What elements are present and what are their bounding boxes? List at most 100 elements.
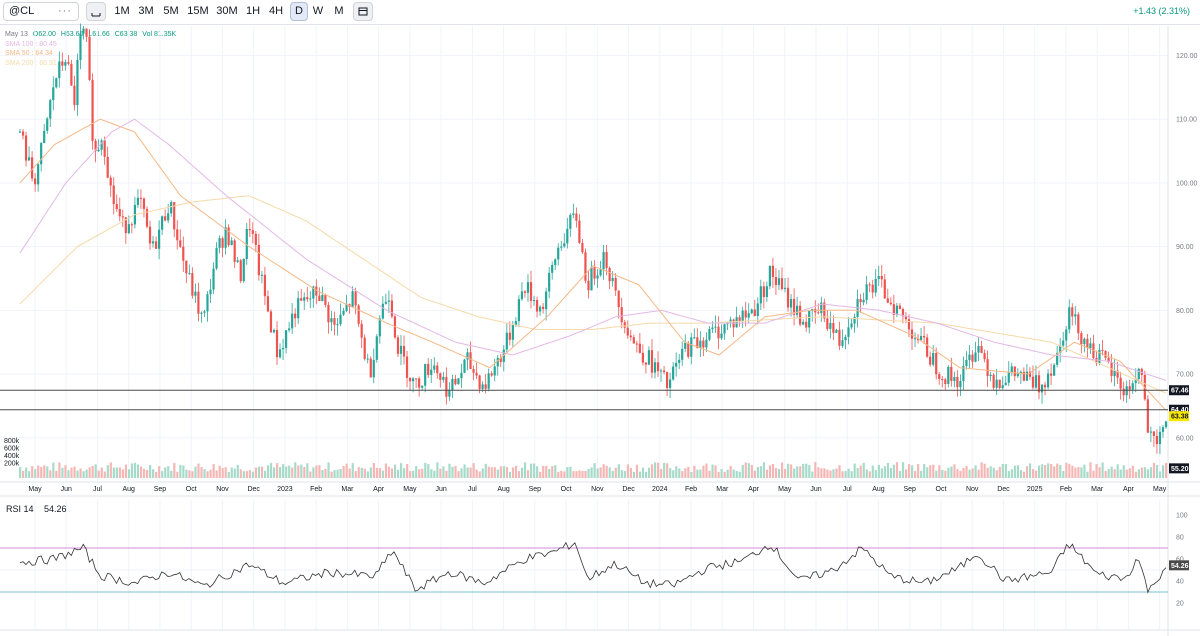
candle-body (124, 217, 127, 234)
volume-bar (889, 468, 893, 478)
candle-body (173, 202, 176, 230)
candle-body (448, 389, 451, 397)
volume-bar (430, 469, 433, 478)
volume-bar (563, 471, 566, 478)
candle-body (602, 251, 605, 270)
volume-bar (215, 470, 218, 478)
candle-body (629, 335, 632, 338)
candle-body (1104, 350, 1107, 358)
candle-body (148, 226, 152, 244)
candle-body (817, 312, 820, 314)
candle-body (312, 286, 315, 299)
candle-body (575, 213, 578, 221)
volume-bar (998, 466, 1001, 478)
candle-body (227, 227, 230, 246)
time-tick-label: Sep (529, 486, 542, 493)
candle-body (935, 352, 938, 375)
volume-tick-label: 800k (4, 438, 20, 445)
candle-body (251, 230, 254, 234)
candle-body (998, 379, 1001, 389)
volume-bar (551, 466, 554, 478)
interval-m-button[interactable]: M (334, 5, 344, 17)
time-tick-label: Feb (685, 486, 697, 493)
volume-bar (1010, 469, 1013, 478)
volume-bar (22, 470, 25, 478)
interval-1m-button[interactable]: 1M (114, 5, 130, 17)
volume-bar (1031, 469, 1035, 478)
candle-body (572, 213, 575, 215)
volume-bar (859, 465, 862, 478)
interval-d-button[interactable]: D (290, 2, 308, 21)
interval-30m-button[interactable]: 30M (216, 5, 238, 17)
candle-body (614, 277, 617, 291)
legend-sma50[interactable]: SMA 50 : 64.34 (5, 50, 53, 57)
volume-bar (974, 465, 977, 478)
volume-bar (133, 462, 137, 478)
volume-bar (629, 468, 632, 478)
volume-bar (832, 469, 835, 478)
volume-bar (378, 468, 382, 478)
time-tick-label: Sep (903, 486, 916, 493)
volume-bar (242, 471, 245, 478)
volume-bar (1074, 467, 1077, 478)
volume-bar (581, 470, 584, 478)
time-tick-label: Nov (591, 486, 604, 493)
volume-bar (508, 471, 512, 478)
candle-body (1155, 435, 1159, 444)
chart-type-button[interactable] (86, 2, 106, 21)
candle-body (672, 366, 675, 380)
interval-4h-button[interactable]: 4H (268, 5, 284, 17)
volume-bar (1143, 467, 1147, 478)
candle-body (678, 359, 681, 363)
volume-bar (406, 463, 409, 478)
candle-body (874, 278, 877, 293)
candle-body (805, 321, 808, 328)
symbol-search-input[interactable]: @CL ··· (3, 2, 79, 21)
price-tick-label: 80.00 (1176, 308, 1194, 315)
volume-bar (451, 466, 454, 478)
candle-body (992, 374, 995, 388)
candle-body (309, 298, 312, 300)
volume-bar (454, 465, 457, 478)
volume-bar (460, 468, 463, 478)
volume-bar (1001, 463, 1004, 478)
volume-bar (808, 465, 811, 478)
candle-body (517, 299, 521, 322)
volume-bar (279, 467, 282, 478)
candle-body (40, 143, 43, 165)
interval-3m-button[interactable]: 3M (138, 5, 154, 17)
candle-body (88, 36, 91, 80)
candle-body (868, 284, 871, 286)
volume-bar (179, 464, 182, 478)
candle-body (968, 354, 971, 360)
candle-body (1116, 370, 1119, 378)
candle-body (684, 342, 687, 349)
candle-body (587, 280, 590, 291)
candle-body (653, 362, 657, 373)
volume-bar (121, 469, 125, 478)
interval-w-button[interactable]: W (312, 5, 324, 17)
volume-bar (632, 471, 636, 478)
volume-bar (387, 466, 391, 478)
interval-5m-button[interactable]: 5M (163, 5, 179, 17)
legend-sma200[interactable]: SMA 200 : 66.91 (5, 59, 57, 67)
candle-body (995, 379, 998, 388)
candle-body (774, 277, 778, 285)
candle-body (52, 87, 55, 101)
candle-body (711, 327, 714, 330)
volume-bar (203, 469, 206, 478)
more-icon[interactable]: ··· (58, 5, 72, 17)
volume-bar (85, 469, 88, 478)
interval-15m-button[interactable]: 15M (187, 5, 209, 17)
candle-body (269, 311, 273, 333)
volume-bar (566, 467, 569, 478)
candle-body (605, 251, 608, 268)
calendar-button[interactable] (353, 2, 373, 21)
interval-1h-button[interactable]: 1H (245, 5, 261, 17)
volume-bar (418, 469, 421, 478)
candle-body (526, 282, 530, 293)
legend-sma100[interactable]: SMA 100 : 80.45 (5, 40, 57, 48)
candle-body (55, 78, 58, 88)
candle-body (1128, 386, 1131, 390)
